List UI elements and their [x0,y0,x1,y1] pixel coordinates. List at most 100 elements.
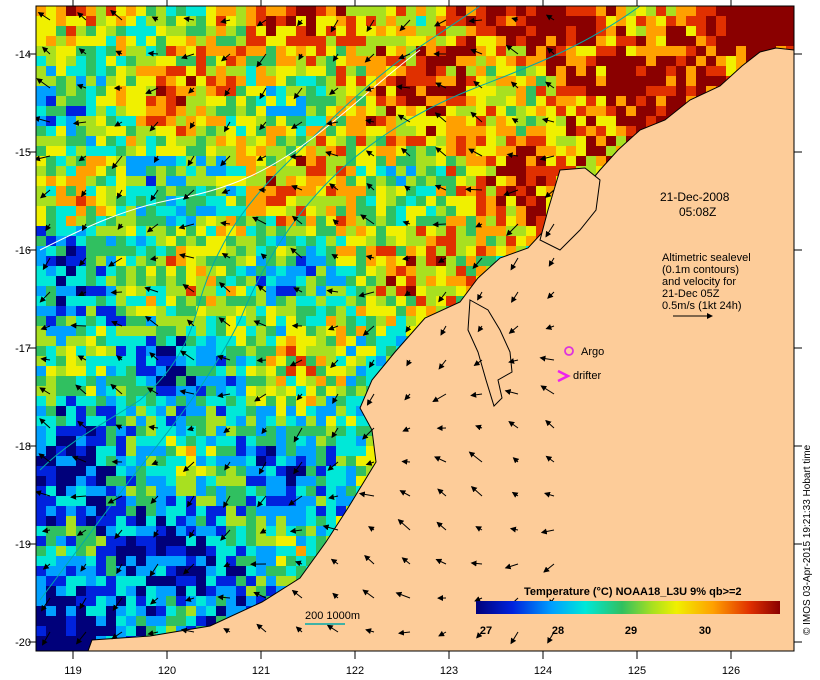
sst-cell [386,86,396,96]
sst-cell [266,476,276,486]
sst-cell [296,46,306,56]
sst-cell [306,166,316,176]
sst-cell [56,106,66,116]
sst-cell [236,196,246,206]
sst-cell [666,66,676,76]
sst-cell [106,296,116,306]
sst-cell [396,6,406,16]
sst-cell [506,236,516,246]
sst-cell [586,126,596,136]
sst-cell [76,476,86,486]
sst-cell [276,376,286,386]
sst-cell [46,16,56,26]
sst-cell [116,156,126,166]
sst-cell [606,96,616,106]
sst-cell [416,126,426,136]
sst-cell [446,86,456,96]
sst-cell [236,546,246,556]
sst-cell [116,396,126,406]
velocity-arrow-icon [223,121,231,133]
sst-cell [146,626,156,636]
sst-cell [316,216,326,226]
sst-cell [736,46,746,56]
sst-cell [176,516,186,526]
sst-cell [416,46,426,56]
sst-cell [56,606,66,616]
sst-cell [606,116,616,126]
sst-cell [56,86,66,96]
sst-cell [246,246,256,256]
sst-cell [386,276,396,286]
sst-cell [206,146,216,156]
sst-cell [166,626,176,636]
sst-cell [146,396,156,406]
sst-cell [266,106,276,116]
sst-cell [326,376,336,386]
sst-cell [166,66,176,76]
sst-cell [86,366,96,376]
sst-cell [536,186,546,196]
sst-cell [656,56,666,66]
sst-cell [376,286,386,296]
sst-cell [46,206,56,216]
sst-cell [96,446,106,456]
sst-cell [776,16,786,26]
sst-cell [126,66,136,76]
sst-cell [96,206,106,216]
sst-cell [136,246,146,256]
sst-cell [346,466,356,476]
sst-cell [216,326,226,336]
sst-cell [286,366,296,376]
sst-cell [116,406,126,416]
sst-cell [106,136,116,146]
sst-cell [276,296,286,306]
sst-cell [336,106,346,116]
sst-cell [196,126,206,136]
sst-cell [96,496,106,506]
sst-cell [226,106,236,116]
sst-cell [356,76,366,86]
sst-cell [106,526,116,536]
sst-cell [296,466,306,476]
sst-cell [36,426,46,436]
sst-cell [66,486,76,496]
sst-cell [366,16,376,26]
sst-cell [76,166,86,176]
sst-cell [286,126,296,136]
sst-cell [266,186,276,196]
sst-cell [86,476,96,486]
sst-cell [236,96,246,106]
sst-cell [236,586,246,596]
sst-cell [726,26,736,36]
sst-cell [526,66,536,76]
sst-cell [96,286,106,296]
sst-cell [366,326,376,336]
sst-cell [266,246,276,256]
sst-cell [266,206,276,216]
sst-cell [56,136,66,146]
sst-cell [236,376,246,386]
sst-cell [56,376,66,386]
sst-cell [416,66,426,76]
sst-cell [496,226,506,236]
sst-cell [266,456,276,466]
sst-cell [276,576,286,586]
sst-cell [366,76,376,86]
sst-cell [296,316,306,326]
sst-cell [86,316,96,326]
sst-cell [236,66,246,76]
sst-cell [396,286,406,296]
sst-cell [226,386,236,396]
sst-cell [296,256,306,266]
sst-cell [596,116,606,126]
sst-cell [126,356,136,366]
sst-cell [96,346,106,356]
sst-cell [96,166,106,176]
sst-cell [296,556,306,566]
sst-cell [236,396,246,406]
sst-cell [266,66,276,76]
sst-cell [206,266,216,276]
sst-cell [166,566,176,576]
sst-cell [126,246,136,256]
sst-cell [236,26,246,36]
